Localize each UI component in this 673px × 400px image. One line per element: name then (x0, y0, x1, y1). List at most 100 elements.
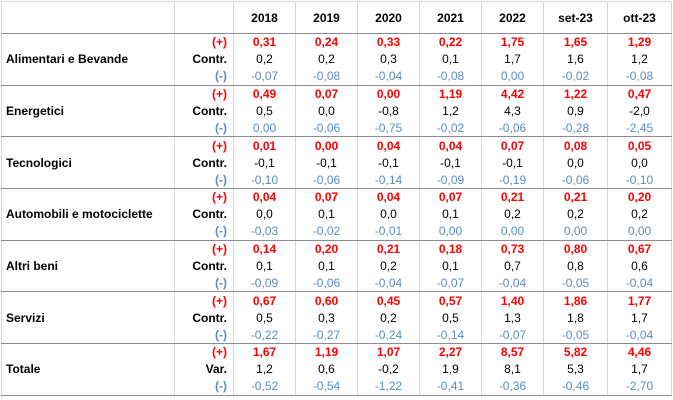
row-label: (-) (174, 222, 234, 241)
value-cell: 5,3 (543, 360, 608, 378)
value-cell: 1,29 (607, 33, 672, 51)
category-label: Alimentari e Bevande (1, 33, 175, 86)
value-cell: 0,00 (481, 67, 544, 86)
category-label: Altri beni (1, 240, 175, 293)
value-cell: 1,07 (357, 343, 420, 361)
value-cell: -0,8 (357, 102, 420, 120)
value-cell: 0,5 (233, 309, 296, 327)
category-label: Totale (1, 343, 175, 396)
value-cell: 0,05 (607, 136, 672, 155)
value-cell: 1,40 (481, 291, 544, 310)
row-label: Contr. (174, 154, 234, 172)
value-cell: -0,06 (295, 171, 358, 190)
value-cell: 0,67 (607, 240, 672, 258)
value-cell: 0,1 (233, 257, 296, 275)
value-cell: -0,08 (295, 67, 358, 86)
value-cell: 0,2 (607, 205, 672, 223)
row-label: (-) (174, 274, 234, 293)
value-cell: -0,2 (357, 360, 420, 378)
value-cell: 0,08 (543, 136, 608, 155)
value-cell: 0,07 (481, 136, 544, 155)
value-cell: 0,0 (233, 205, 296, 223)
row-positive: Servizi (+) 0,67 0,60 0,45 0,57 1,40 1,86 1,77 (1, 291, 672, 345)
value-cell: -0,1 (419, 154, 482, 172)
value-cell: 1,22 (543, 85, 608, 103)
value-cell: 0,47 (607, 85, 672, 103)
value-cell: -0,01 (357, 222, 420, 241)
value-cell: -0,54 (295, 377, 358, 396)
value-cell: 0,01 (233, 136, 296, 155)
value-cell: 0,60 (295, 291, 358, 310)
category-label: Servizi (1, 291, 175, 345)
value-cell: -0,04 (481, 274, 544, 293)
value-cell: -0,08 (419, 67, 482, 86)
value-cell: -0,02 (295, 222, 358, 241)
value-cell: 0,0 (607, 154, 672, 172)
value-cell: 4,3 (481, 102, 544, 120)
header-year: 2021 (419, 1, 482, 34)
value-cell: 1,2 (607, 50, 672, 68)
value-cell: -2,0 (607, 102, 672, 120)
value-cell: 0,49 (233, 85, 296, 103)
value-cell: 0,00 (419, 222, 482, 241)
value-cell: 0,20 (295, 240, 358, 258)
category-label: Automobili e motociclette (1, 188, 175, 241)
value-cell: 0,00 (233, 119, 296, 138)
value-cell: -0,04 (607, 326, 672, 345)
value-cell: 1,65 (543, 33, 608, 51)
value-cell: 0,9 (543, 102, 608, 120)
value-cell: -0,24 (357, 326, 420, 345)
value-cell: -0,14 (419, 326, 482, 345)
header-month: set-23 (543, 1, 608, 34)
value-cell: -0,19 (481, 171, 544, 190)
value-cell: 1,77 (607, 291, 672, 310)
value-cell: 0,21 (543, 188, 608, 206)
row-label: (-) (174, 119, 234, 138)
value-cell: 1,2 (419, 102, 482, 120)
value-cell: 0,3 (357, 50, 420, 68)
value-cell: 0,07 (419, 188, 482, 206)
row-label: (+) (174, 33, 234, 51)
value-cell: 0,2 (233, 50, 296, 68)
value-cell: 0,04 (357, 136, 420, 155)
value-cell: -0,22 (233, 326, 296, 345)
value-cell: 0,07 (295, 188, 358, 206)
value-cell: -0,02 (419, 119, 482, 138)
value-cell: 0,00 (357, 85, 420, 103)
row-negative: (-) -0,10 -0,06 -0,14 -0,09 -0,19 -0,06 -0,10 (2, 171, 672, 190)
row-negative: (-) -0,03 -0,02 -0,01 0,00 0,00 0,00 0,00 (2, 222, 672, 241)
value-cell: -0,04 (357, 67, 420, 86)
header-year: 2022 (481, 1, 544, 34)
row-label: (+) (174, 188, 234, 206)
row-negative: (-) 0,00 -0,06 -0,75 -0,02 -0,06 -0,28 -2,45 (2, 119, 672, 138)
row-negative: (-) -0,52 -0,54 -1,22 -0,41 -0,36 -0,46 -2,70 (2, 377, 672, 396)
value-cell: 1,3 (481, 309, 544, 327)
value-cell: -0,75 (357, 119, 420, 138)
value-cell: 0,18 (419, 240, 482, 258)
value-cell: 0,20 (607, 188, 672, 206)
value-cell: -0,1 (481, 154, 544, 172)
value-cell: 0,1 (419, 257, 482, 275)
row-contribution: Var. 1,2 0,6 -0,2 1,9 8,1 5,3 1,7 (2, 360, 672, 378)
value-cell: 0,5 (233, 102, 296, 120)
value-cell: 0,7 (481, 257, 544, 275)
value-cell: -0,05 (543, 326, 608, 345)
row-contribution: Contr. 0,0 0,1 0,0 0,1 0,2 0,2 0,2 (2, 205, 672, 223)
value-cell: -0,03 (233, 222, 296, 241)
value-cell: 0,2 (295, 50, 358, 68)
value-cell: 0,73 (481, 240, 544, 258)
value-cell: -0,08 (607, 67, 672, 86)
value-cell: -2,70 (607, 377, 672, 396)
value-cell: -0,52 (233, 377, 296, 396)
value-cell: -0,07 (233, 67, 296, 86)
row-negative: (-) -0,07 -0,08 -0,04 -0,08 0,00 -0,02 -0,08 (2, 67, 672, 86)
value-cell: 4,46 (607, 343, 672, 361)
value-cell: 0,00 (481, 222, 544, 241)
row-label: (+) (174, 240, 234, 258)
header-year: 2018 (233, 1, 296, 34)
value-cell: 0,1 (419, 205, 482, 223)
value-cell: -0,07 (481, 326, 544, 345)
header-label-column (174, 1, 234, 34)
value-cell: -0,28 (543, 119, 608, 138)
value-cell: 5,82 (543, 343, 608, 361)
